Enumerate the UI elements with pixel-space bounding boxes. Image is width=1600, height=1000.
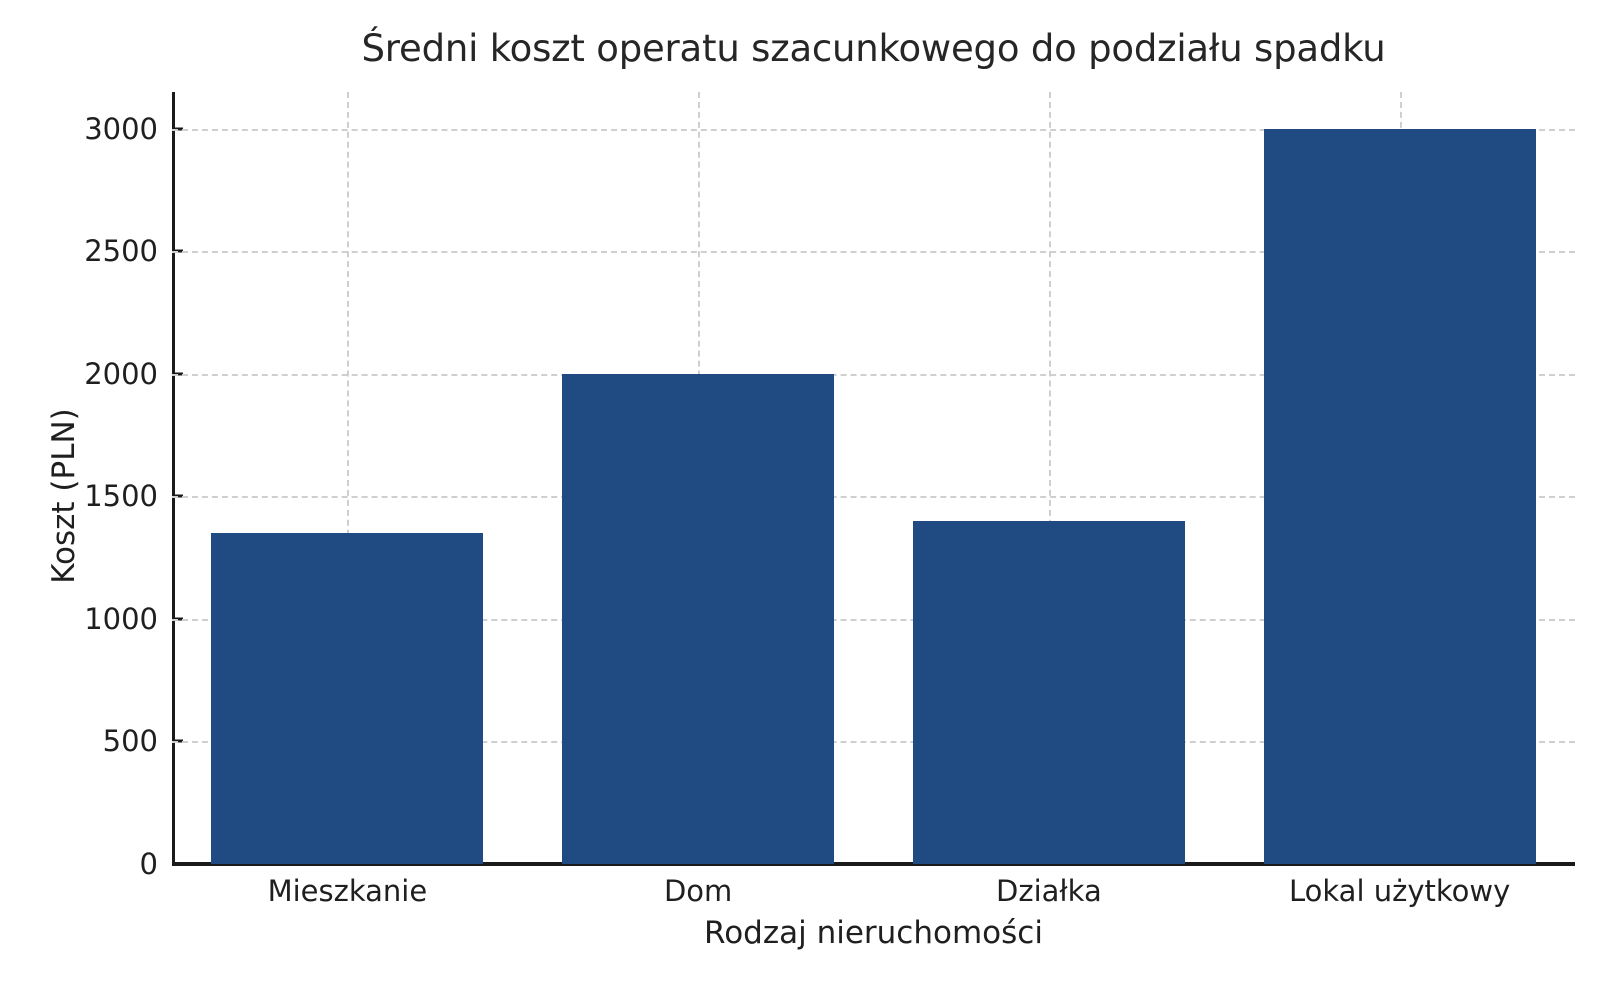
x-tick-label: Działka <box>996 874 1102 908</box>
y-tick-mark <box>172 862 183 866</box>
bar-4 <box>1263 128 1536 864</box>
y-tick-label: 3000 <box>84 111 158 146</box>
x-axis-label: Rodzaj nieruchomości <box>704 915 1043 951</box>
plot-area <box>172 92 1575 864</box>
gridline-horizontal <box>172 496 1575 499</box>
x-tick-label: Dom <box>663 874 733 908</box>
chart-title: Średni koszt operatu szacunkowego do pod… <box>361 27 1386 70</box>
gridline-horizontal <box>172 373 1575 376</box>
gridline-horizontal <box>172 741 1575 744</box>
y-tick-label: 0 <box>139 847 158 881</box>
x-tick-label: Lokal użytkowy <box>1289 874 1511 908</box>
gridline-horizontal <box>172 251 1575 254</box>
gridline-vertical <box>347 92 350 864</box>
bar-3 <box>912 520 1185 864</box>
bar-2 <box>562 373 835 864</box>
x-axis-spine <box>172 862 1575 866</box>
gridline-horizontal <box>172 128 1575 131</box>
gridline-horizontal <box>172 618 1575 621</box>
bar-1 <box>211 533 484 864</box>
gridline-vertical <box>1048 92 1051 864</box>
y-axis-spine <box>172 92 175 866</box>
y-tick-label: 500 <box>102 724 158 759</box>
x-tick-label: Mieszkanie <box>267 874 428 908</box>
y-tick-label: 1000 <box>84 601 158 636</box>
y-tick-label: 2000 <box>84 356 158 391</box>
y-tick-label: 1500 <box>84 479 158 514</box>
y-tick-label: 2500 <box>84 234 158 269</box>
